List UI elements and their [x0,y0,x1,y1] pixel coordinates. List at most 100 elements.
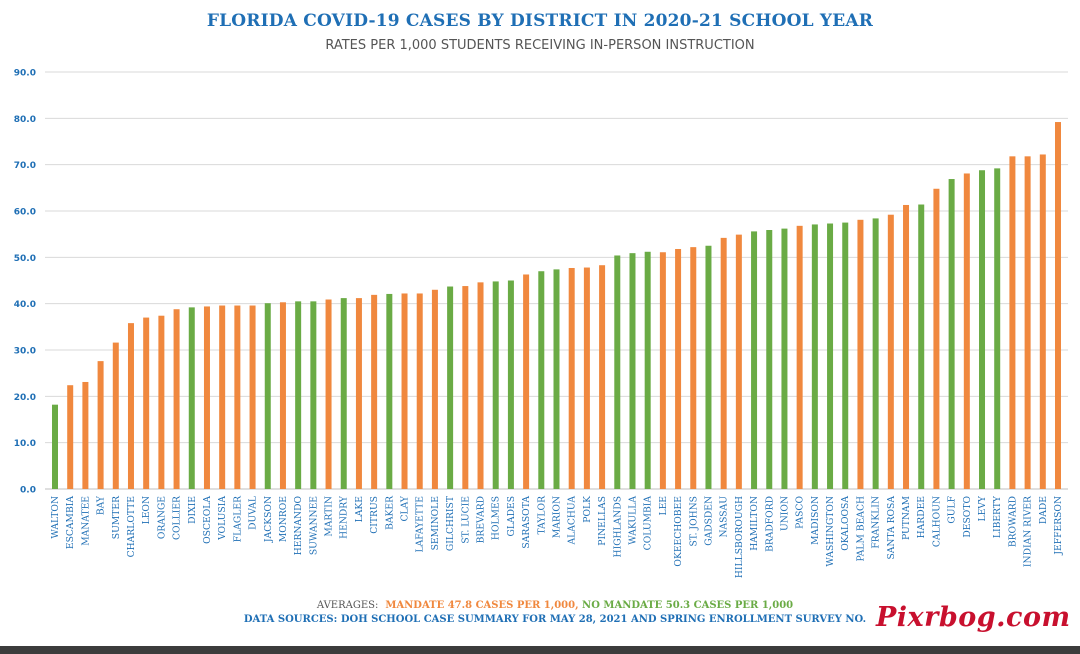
bar [659,252,666,489]
bar [310,301,317,489]
bottom-strip [0,646,1080,654]
bar [705,245,712,489]
x-tick-label: LAKE [354,496,365,522]
x-tick-label: MANATEE [80,496,91,546]
x-tick-label: PASCO [795,496,806,529]
bar [67,385,74,489]
bar [629,253,636,489]
x-tick-label: HENDRY [339,495,350,539]
bar [933,188,940,489]
x-tick-label: MARION [552,496,563,538]
bar [477,282,484,489]
y-tick-label: 30.0 [14,347,36,357]
bar [462,286,469,489]
x-tick-label: HERNANDO [293,496,304,556]
x-tick-label: OSCEOLA [202,496,213,544]
averages-no-mandate: NO MANDATE 50.3 CASES PER 1,000 [582,600,794,611]
bar [249,305,256,489]
y-tick-label: 40.0 [14,300,36,310]
x-tick-label: HARDEE [916,496,927,538]
x-tick-label: PUTNAM [901,496,912,540]
x-tick-label: CALHOUN [931,496,942,547]
bar [583,267,590,489]
bar [918,204,925,489]
bar [751,231,758,489]
x-tick-label: LAFAYETTE [415,496,426,552]
bar [355,298,362,489]
x-tick-label: DUVAL [248,496,259,530]
bar [431,289,438,489]
x-tick-label: GULF [947,496,958,524]
bar [903,204,910,490]
x-tick-label: ESCAMBIA [65,496,76,549]
averages-label: AVERAGES: [316,600,379,611]
bar [97,361,104,489]
x-tick-label: LIBERTY [992,495,1003,538]
bar [1009,156,1016,489]
bar [766,230,773,489]
x-tick-label: COLUMBIA [643,496,654,551]
x-tick-label: ST. LUCIE [460,496,471,544]
grid-lines [45,71,1068,490]
x-tick-label: GADSDEN [703,496,714,546]
y-tick-label: 10.0 [14,439,36,449]
bar [872,218,879,489]
x-tick-label: WAKULLA [627,496,638,545]
bar [720,237,727,489]
x-tick-label: DESOTO [962,496,973,538]
x-tick-label: VOLUSIA [217,496,228,541]
bar [447,286,454,489]
x-tick-label: HIGHLANDS [612,496,623,557]
x-tick-label: MARTIN [324,496,335,537]
bar [979,170,986,490]
bar [112,342,119,489]
x-tick-label: CHARLOTTE [126,496,137,557]
bar [811,224,818,489]
x-tick-label: SEMINOLE [430,496,441,550]
bar [52,404,58,489]
chart-title: FLORIDA COVID-19 CASES BY DISTRICT IN 20… [206,11,874,31]
bar [127,323,134,489]
bar [1024,156,1031,489]
x-tick-label: WALTON [50,496,61,539]
x-tick-label: JEFFERSON [1053,496,1064,556]
x-tick-label: BAY [96,495,107,515]
x-axis-labels: WALTON ESCAMBIA MANATEE BAY SUMTER CHARLOTTE L… [50,495,1064,578]
averages-note: AVERAGES: MANDATE 47.8 CASES PER 1,000, … [0,600,1080,611]
x-tick-label: COLLIER [172,495,183,540]
bar [948,179,955,489]
x-tick-label: OKEECHOBEE [673,496,684,567]
x-tick-label: BREVARD [476,496,487,543]
y-tick-label: 70.0 [14,161,36,171]
bar [507,280,514,489]
bar [735,234,742,489]
bar [82,381,89,489]
watermark-logo: Pixrbog.com [876,602,1071,633]
y-tick-label: 50.0 [14,254,36,264]
bar [781,228,788,490]
bar [219,305,226,489]
bar [599,265,606,489]
x-tick-label: NASSAU [719,496,730,538]
x-tick-label: JACKSON [263,496,274,543]
x-tick-label: HAMILTON [749,496,760,551]
bar [887,214,894,489]
bar [553,269,560,489]
x-tick-label: INDIAN RIVER [1023,495,1034,567]
bar [994,168,1001,489]
x-tick-label: DIXIE [187,496,198,524]
bar [203,306,210,489]
bar [416,293,423,489]
data-sources-note: DATA SOURCES: DOH SCHOOL CASE SUMMARY FO… [243,614,867,625]
bar [371,294,378,489]
bar [857,219,864,490]
x-tick-label: LEE [658,496,669,516]
bar [523,274,530,489]
x-tick-label: SUWANNEE [308,496,319,555]
x-tick-label: MADISON [810,496,821,545]
x-tick-label: ST. JOHNS [688,496,699,546]
x-tick-label: SARASOTA [521,496,532,549]
bar [963,173,970,489]
